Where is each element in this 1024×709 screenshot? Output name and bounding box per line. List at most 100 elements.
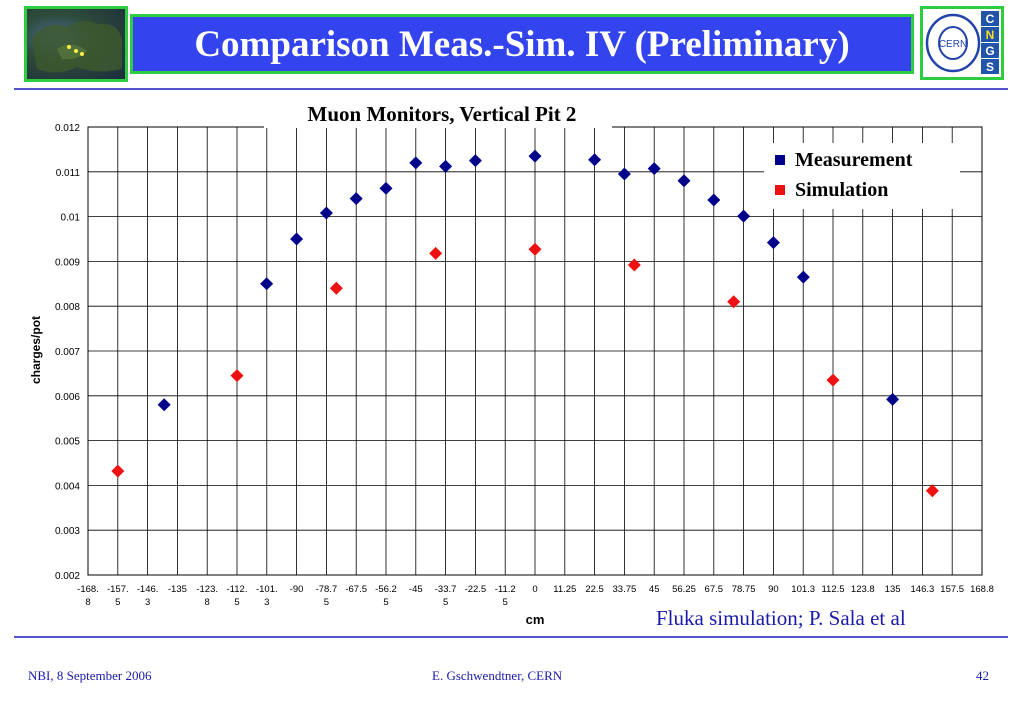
x-tick-label: 146.3 xyxy=(911,584,935,595)
legend-label-simulation: Simulation xyxy=(795,179,888,201)
page-number: 42 xyxy=(976,668,989,683)
simulation-point xyxy=(826,373,840,387)
y-tick-label: 0.007 xyxy=(55,347,80,358)
measurement-point xyxy=(260,277,274,291)
x-tick-label: -45 xyxy=(409,584,423,595)
measurement-point xyxy=(617,167,631,181)
simulation-point xyxy=(727,295,741,309)
cern-logo-text: CERN xyxy=(939,39,967,50)
x-tick-label: 11.25 xyxy=(553,584,576,595)
simulation-point xyxy=(111,464,125,478)
measurement-point xyxy=(647,162,661,176)
y-tick-label: 0.005 xyxy=(55,437,80,448)
x-tick-label: -22.5 xyxy=(465,584,487,595)
y-tick-label: 0.004 xyxy=(55,481,80,492)
x-tick-label: -90 xyxy=(290,584,304,595)
y-tick-label: 0.01 xyxy=(61,213,81,224)
header-divider xyxy=(14,88,1008,90)
x-tick-label: -11.2 5 xyxy=(495,584,516,608)
simulation-point xyxy=(925,484,939,498)
simulation-point xyxy=(429,246,443,260)
footer-divider xyxy=(14,636,1008,638)
slide-title: Comparison Meas.-Sim. IV (Preliminary) xyxy=(194,23,850,65)
chart-grid xyxy=(87,126,983,576)
x-tick-label: 0 xyxy=(532,584,537,595)
measurement-point xyxy=(290,232,304,246)
measurement-point xyxy=(677,174,691,188)
x-tick-label: 157.5 xyxy=(940,584,964,595)
x-tick-label: 135 xyxy=(885,584,901,595)
x-tick-label: 78.75 xyxy=(732,584,756,595)
measurement-point xyxy=(737,209,751,223)
x-tick-label: -135 xyxy=(168,584,187,595)
x-tick-label: -78.7 5 xyxy=(316,584,338,608)
chart-title-bg xyxy=(264,98,612,128)
map-icon xyxy=(32,21,122,73)
title-banner: Comparison Meas.-Sim. IV (Preliminary) xyxy=(130,14,914,74)
x-tick-label: 45 xyxy=(649,584,660,595)
x-tick-label: -33.7 5 xyxy=(435,584,457,608)
cern-logo-icon: CERN C N G S xyxy=(925,11,999,74)
x-tick-label: 168.8 xyxy=(970,584,994,595)
x-tick-label: -101. 3 xyxy=(256,584,278,608)
measurement-point xyxy=(796,270,810,284)
measurement-point xyxy=(528,149,542,163)
chart-points xyxy=(111,149,939,498)
y-tick-label: 0.011 xyxy=(56,168,81,179)
y-tick-label: 0.002 xyxy=(55,571,80,582)
cern-cngs-logo: CERN C N G S xyxy=(920,6,1004,80)
measurement-point xyxy=(588,153,602,167)
measurement-point xyxy=(409,156,423,170)
logo-letter-g: G xyxy=(985,44,994,58)
measurement-point xyxy=(707,193,721,207)
muon-monitor-chart: 0.002 0.003 0.004 0.005 0.006 0.007 0.008 0.009… xyxy=(29,98,994,627)
x-tick-label: 56.25 xyxy=(672,584,696,595)
y-axis-label: charges/pot xyxy=(29,316,43,384)
simulation-point xyxy=(230,369,244,383)
chart-title: Muon Monitors, Vertical Pit 2 xyxy=(308,102,577,126)
x-tick-label: -112. 5 xyxy=(227,584,248,608)
x-tick-label: 112.5 xyxy=(821,584,844,595)
x-tick-label: -56.2 5 xyxy=(375,584,397,608)
x-tick-label: -123. 8 xyxy=(196,584,218,608)
simulation-point xyxy=(528,242,542,256)
legend-box xyxy=(764,143,960,209)
logo-letter-c: C xyxy=(986,12,995,26)
measurement-point xyxy=(468,154,482,168)
legend-marker-measurement xyxy=(775,155,785,165)
legend-label-measurement: Measurement xyxy=(795,149,913,171)
measurement-point xyxy=(439,159,453,173)
x-tick-label: -157. 5 xyxy=(107,584,129,608)
simulation-credit: Fluka simulation; P. Sala et al xyxy=(656,606,906,630)
footer-date: NBI, 8 September 2006 xyxy=(28,668,152,683)
chart-axes: 0.002 0.003 0.004 0.005 0.006 0.007 0.008 0.009… xyxy=(55,123,994,608)
x-tick-label: 101.3 xyxy=(791,584,815,595)
measurement-point xyxy=(379,181,393,195)
x-tick-label: 90 xyxy=(768,584,779,595)
measurement-point xyxy=(319,206,333,220)
x-tick-label: 123.8 xyxy=(851,584,875,595)
legend-marker-simulation xyxy=(775,185,785,195)
x-tick-label: -146. 3 xyxy=(137,584,159,608)
y-tick-label: 0.008 xyxy=(55,302,80,313)
measurement-point xyxy=(886,392,900,406)
europe-map-logo xyxy=(24,6,128,82)
footer-author: E. Gschwendtner, CERN xyxy=(432,668,563,683)
x-axis-label: cm xyxy=(526,612,545,627)
simulation-point xyxy=(329,281,343,295)
y-tick-label: 0.012 xyxy=(55,123,80,134)
y-tick-label: 0.009 xyxy=(55,257,80,268)
y-tick-label: 0.003 xyxy=(55,526,80,537)
logo-letter-s: S xyxy=(986,60,994,74)
logo-letter-n: N xyxy=(986,28,995,42)
simulation-point xyxy=(627,258,641,272)
x-tick-label: 67.5 xyxy=(705,584,724,595)
measurement-point xyxy=(766,236,780,250)
measurement-point xyxy=(349,192,363,206)
x-tick-label: -67.5 xyxy=(345,584,367,595)
y-tick-label: 0.006 xyxy=(55,392,80,403)
measurement-point xyxy=(157,398,171,412)
x-tick-label: 33.75 xyxy=(613,584,637,595)
x-tick-label: -168. 8 xyxy=(77,584,99,608)
x-tick-label: 22.5 xyxy=(585,584,604,595)
